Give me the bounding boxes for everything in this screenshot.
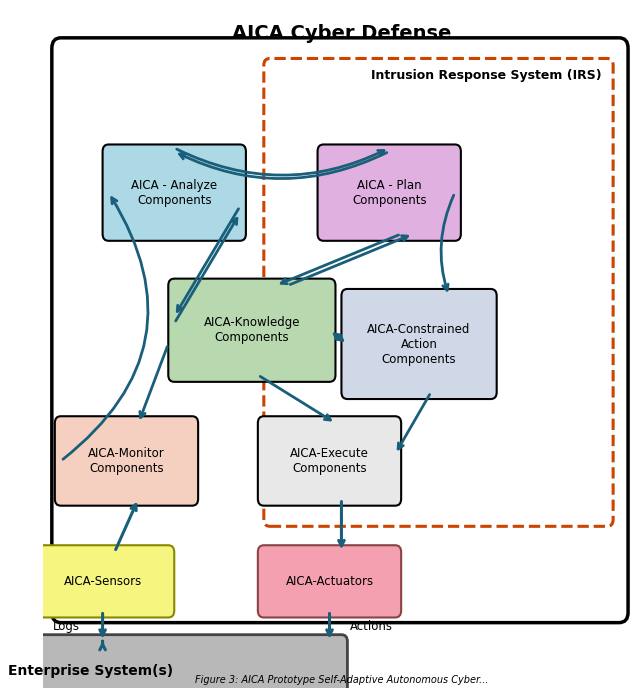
Text: AICA-Constrained
Action
Components: AICA-Constrained Action Components — [367, 323, 471, 365]
Text: Enterprise System(s): Enterprise System(s) — [8, 664, 173, 678]
FancyBboxPatch shape — [102, 144, 246, 241]
Text: AICA - Analyze
Components: AICA - Analyze Components — [131, 179, 218, 206]
Text: AICA Cyber Defense: AICA Cyber Defense — [232, 24, 451, 43]
FancyBboxPatch shape — [0, 634, 348, 688]
FancyBboxPatch shape — [168, 279, 335, 382]
FancyBboxPatch shape — [258, 416, 401, 506]
FancyBboxPatch shape — [52, 38, 628, 623]
FancyBboxPatch shape — [317, 144, 461, 241]
Text: Intrusion Response System (IRS): Intrusion Response System (IRS) — [371, 69, 601, 82]
Text: AICA-Sensors: AICA-Sensors — [63, 575, 141, 588]
Text: Figure 3: AICA Prototype Self-Adaptive Autonomous Cyber...: Figure 3: AICA Prototype Self-Adaptive A… — [195, 674, 488, 685]
Text: AICA-Actuators: AICA-Actuators — [285, 575, 374, 588]
FancyBboxPatch shape — [258, 545, 401, 618]
Text: AICA-Knowledge
Components: AICA-Knowledge Components — [204, 316, 300, 344]
FancyBboxPatch shape — [342, 289, 497, 399]
Text: AICA - Plan
Components: AICA - Plan Components — [352, 179, 426, 206]
FancyBboxPatch shape — [31, 545, 174, 618]
FancyBboxPatch shape — [55, 416, 198, 506]
Text: AICA-Monitor
Components: AICA-Monitor Components — [88, 447, 165, 475]
Text: Logs: Logs — [53, 620, 80, 632]
Text: AICA-Execute
Components: AICA-Execute Components — [290, 447, 369, 475]
Text: Actions: Actions — [350, 620, 393, 632]
